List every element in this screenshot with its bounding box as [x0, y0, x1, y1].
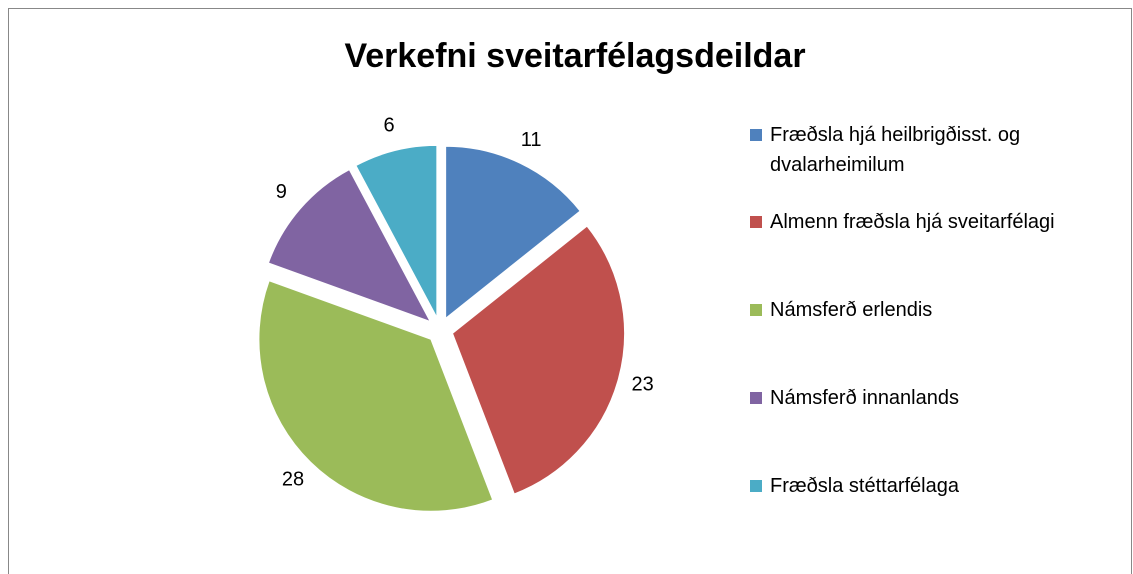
- legend-item: Námsferð innanlands: [750, 383, 1110, 413]
- data-label: 6: [384, 115, 395, 137]
- legend-swatch: [750, 304, 762, 316]
- legend-label: Fræðsla stéttarfélaga: [770, 475, 959, 497]
- legend-swatch: [750, 129, 762, 141]
- data-label: 11: [521, 129, 542, 151]
- legend-swatch: [750, 216, 762, 228]
- data-label: 9: [276, 181, 287, 203]
- legend-item: Almenn fræðsla hjá sveitarfélagi: [750, 207, 1110, 237]
- legend-item: Námsferð erlendis: [750, 295, 1110, 325]
- legend-swatch: [750, 392, 762, 404]
- pie-slice: [258, 280, 494, 512]
- data-label: 28: [282, 468, 304, 490]
- legend-label: Námsferð innanlands: [770, 387, 959, 409]
- legend-item: Fræðsla stéttarfélaga: [750, 471, 1110, 501]
- pie-slice: [451, 225, 626, 495]
- legend: Fræðsla hjá heilbrigðisst. og dvalarheim…: [750, 120, 1110, 501]
- pie-slice: [267, 169, 432, 323]
- legend-item: Fræðsla hjá heilbrigðisst. og dvalarheim…: [750, 120, 1110, 180]
- chart-title: Verkefni sveitarfélagsdeildar: [344, 37, 805, 75]
- legend-label: Almenn fræðsla hjá sveitarfélagi: [770, 211, 1055, 233]
- chart-border: [8, 8, 1132, 574]
- legend-swatch: [750, 480, 762, 492]
- legend-label: Námsferð erlendis: [770, 299, 933, 321]
- data-label: 23: [632, 373, 654, 395]
- pie-slice: [355, 144, 438, 318]
- legend-label: Fræðsla hjá heilbrigðisst. og dvalarheim…: [770, 124, 1021, 176]
- pie-slice: [445, 145, 581, 320]
